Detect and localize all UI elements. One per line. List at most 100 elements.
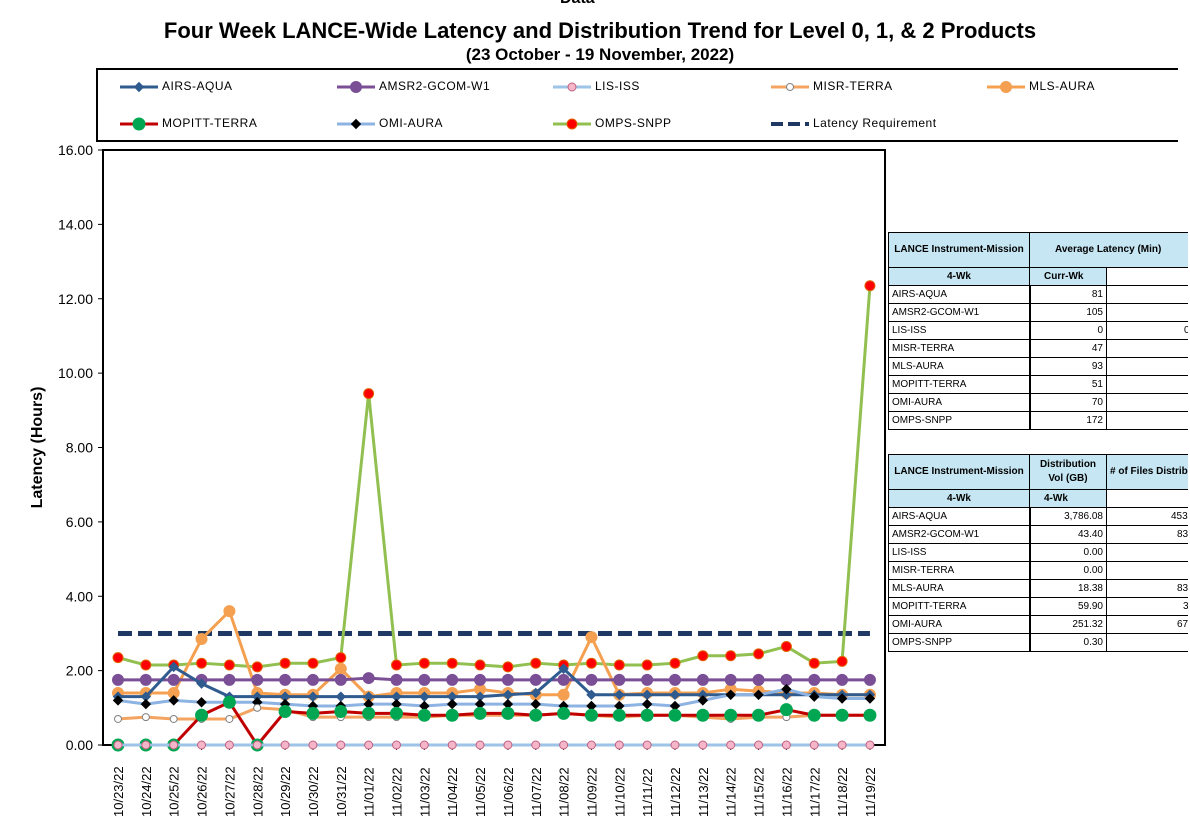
latency-currwk: 5 xyxy=(1105,375,1188,394)
y-axis-label: Latency (Hours) xyxy=(29,387,46,509)
data-point xyxy=(418,673,431,686)
data-point xyxy=(280,740,290,750)
data-point xyxy=(336,740,346,750)
y-tick-label: 4.00 xyxy=(66,588,93,604)
data-point xyxy=(809,740,819,750)
mission-name: AMSR2-GCOM-W1 xyxy=(888,303,1031,322)
data-point xyxy=(613,673,626,686)
legend-marker xyxy=(350,118,362,130)
table-row: OMPS-SNPP17222 xyxy=(888,411,1188,430)
latency-currwk: 10 xyxy=(1105,303,1188,322)
data-point xyxy=(529,708,543,722)
data-point xyxy=(837,740,847,750)
data-point xyxy=(557,673,570,686)
distribution-volume: 43.40 xyxy=(1029,525,1107,544)
x-tick-label: 10/29/22 xyxy=(278,766,293,817)
data-point xyxy=(725,650,737,662)
data-point xyxy=(308,740,318,750)
data-point xyxy=(224,740,234,750)
series-line xyxy=(118,700,870,747)
data-point xyxy=(530,698,541,710)
data-point xyxy=(307,657,319,669)
data-point xyxy=(670,740,680,750)
data-point xyxy=(529,673,542,686)
x-tick-label: 10/27/22 xyxy=(222,766,237,817)
y-tick-label: 12.00 xyxy=(58,291,93,307)
x-tick-label: 10/23/22 xyxy=(111,766,126,817)
top-cut-text: Data xyxy=(560,0,595,8)
latency-4wk: 0 xyxy=(1029,321,1107,340)
data-point xyxy=(641,659,653,671)
data-point xyxy=(251,661,263,673)
legend-label: OMI-AURA xyxy=(379,116,443,130)
y-tick-label: 6.00 xyxy=(66,514,93,530)
latency-header-mission: LANCE Instrument-Mission xyxy=(888,232,1030,268)
y-tick-label: 10.00 xyxy=(58,365,93,381)
data-point xyxy=(781,740,791,750)
x-tick-label: 11/17/22 xyxy=(807,767,822,817)
mission-name: LIS-ISS xyxy=(888,543,1031,562)
x-tick-label: 11/15/22 xyxy=(752,767,767,817)
legend-swatch-mls-aura xyxy=(987,81,1025,93)
x-tick-label: 11/12/22 xyxy=(668,767,683,817)
data-point xyxy=(642,740,652,750)
files-distributed: 83,676 xyxy=(1106,525,1188,544)
mission-name: OMI-AURA xyxy=(888,615,1031,634)
data-point xyxy=(669,673,681,686)
dist-header-files: # of Files Distributed xyxy=(1106,454,1188,490)
data-point xyxy=(724,708,738,722)
latency-currwk: 7 xyxy=(1105,285,1188,304)
data-point xyxy=(113,740,123,750)
data-point xyxy=(724,673,737,686)
data-point xyxy=(223,659,235,671)
data-point xyxy=(863,708,877,722)
data-point xyxy=(446,657,458,669)
latency-4wk: 172 xyxy=(1029,411,1107,430)
data-point xyxy=(168,661,179,673)
files-distributed: 453,378 xyxy=(1106,507,1188,526)
table-row: AMSR2-GCOM-W110510 xyxy=(888,303,1188,322)
data-point xyxy=(697,695,709,706)
data-point xyxy=(640,708,654,722)
legend-marker xyxy=(350,81,362,93)
x-tick-label: 10/25/22 xyxy=(167,766,182,817)
data-point xyxy=(864,693,876,704)
table-row: MISR-TERRA474 xyxy=(888,339,1188,358)
data-point xyxy=(196,678,207,689)
data-point xyxy=(696,673,709,686)
series-omps-snpp xyxy=(112,280,876,673)
data-point xyxy=(753,689,764,701)
data-point xyxy=(614,689,625,701)
data-point xyxy=(726,740,736,750)
chart-subtitle: (23 October - 19 November, 2022) xyxy=(465,45,735,64)
mission-name: LIS-ISS xyxy=(888,321,1031,340)
files-distributed: 67,282 xyxy=(1106,615,1188,634)
data-point xyxy=(753,648,765,660)
legend-swatch-omps-snpp xyxy=(553,118,591,130)
legend-marker xyxy=(133,81,145,93)
latency-table: LANCE Instrument-Mission Average Latency… xyxy=(888,232,1188,430)
mission-name: AMSR2-GCOM-W1 xyxy=(888,525,1031,544)
x-tick-label: 10/31/22 xyxy=(334,766,349,817)
distribution-volume: 18.38 xyxy=(1029,579,1107,598)
table-row: OMI-AURA707 xyxy=(888,393,1188,412)
x-tick-label: 10/28/22 xyxy=(250,766,265,817)
distribution-table-body: AIRS-AQUA3,786.08453,378AMSR2-GCOM-W143.… xyxy=(888,507,1188,652)
x-tick-label: 10/26/22 xyxy=(195,766,210,817)
legend-marker xyxy=(786,83,794,91)
data-point xyxy=(864,280,876,292)
distribution-volume: 59.90 xyxy=(1029,597,1107,616)
legend-marker xyxy=(566,118,578,130)
data-point xyxy=(669,689,681,701)
data-point xyxy=(752,708,766,722)
data-point xyxy=(697,650,709,662)
data-point xyxy=(195,708,209,722)
data-point xyxy=(779,703,793,717)
data-point xyxy=(474,659,486,671)
legend-marker xyxy=(132,117,146,131)
data-point xyxy=(168,695,179,706)
latency-4wk: 47 xyxy=(1029,339,1107,358)
latency-4wk: 105 xyxy=(1029,303,1107,322)
data-point xyxy=(223,605,236,618)
